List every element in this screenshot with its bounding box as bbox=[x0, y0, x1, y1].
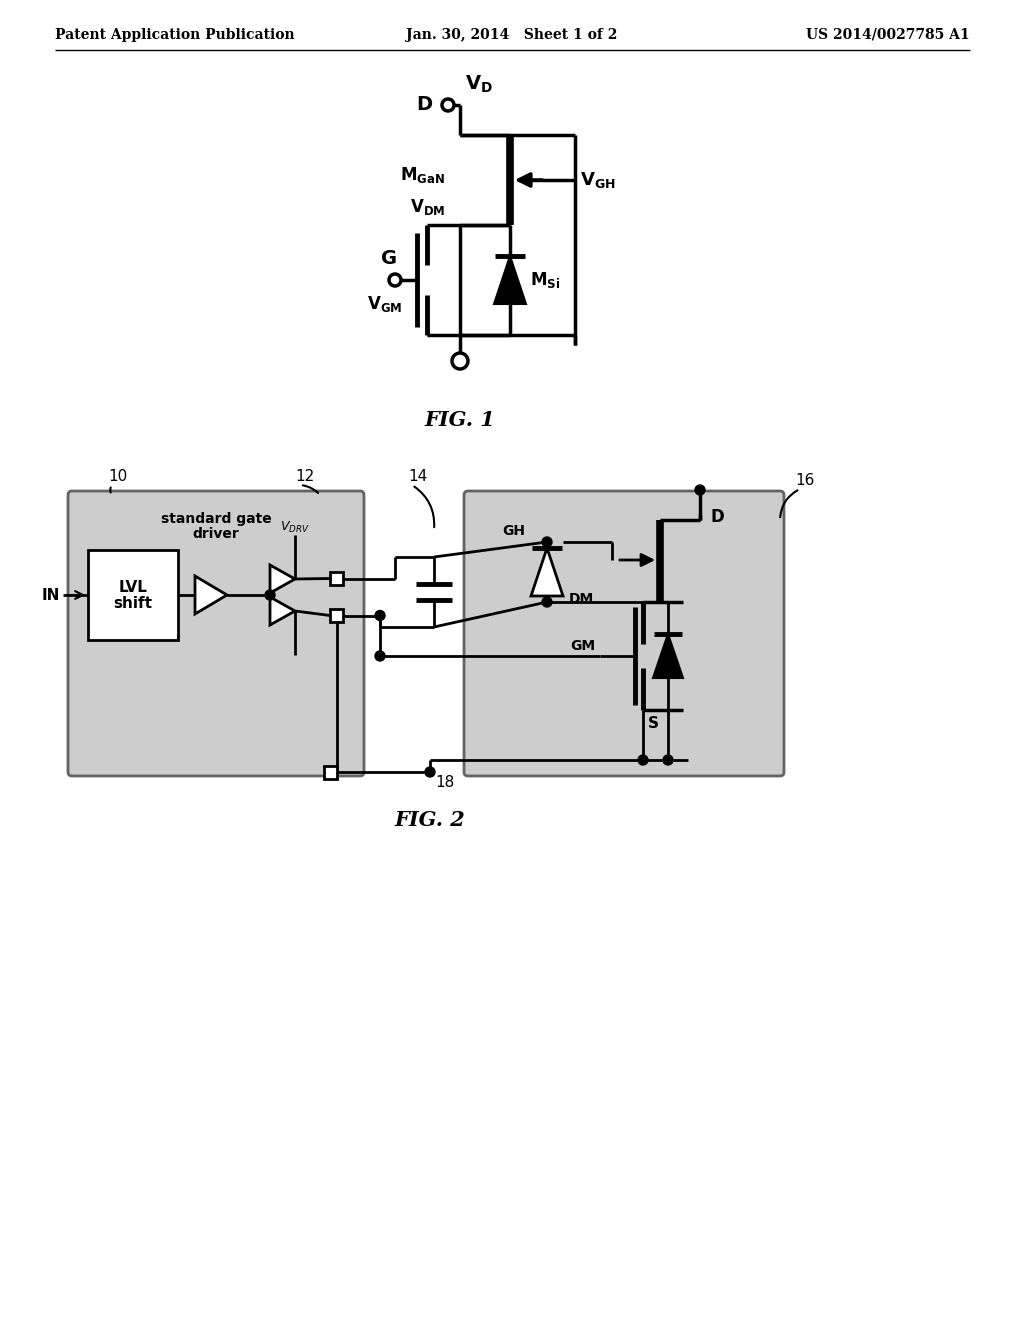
Polygon shape bbox=[270, 565, 295, 593]
Circle shape bbox=[452, 352, 468, 370]
Text: D: D bbox=[416, 95, 432, 115]
Text: $\mathbf{V_D}$: $\mathbf{V_D}$ bbox=[465, 74, 493, 95]
Circle shape bbox=[695, 484, 705, 495]
Text: IN: IN bbox=[42, 587, 60, 602]
Bar bbox=[88, 550, 178, 640]
Polygon shape bbox=[270, 597, 295, 624]
Circle shape bbox=[389, 275, 401, 286]
Circle shape bbox=[375, 610, 385, 620]
Circle shape bbox=[663, 755, 673, 766]
FancyBboxPatch shape bbox=[464, 491, 784, 776]
Text: D: D bbox=[710, 508, 724, 525]
Polygon shape bbox=[653, 634, 683, 678]
Circle shape bbox=[425, 767, 435, 777]
Text: DM: DM bbox=[569, 591, 594, 606]
Circle shape bbox=[442, 99, 454, 111]
Text: Jan. 30, 2014   Sheet 1 of 2: Jan. 30, 2014 Sheet 1 of 2 bbox=[407, 28, 617, 42]
Text: FIG. 2: FIG. 2 bbox=[394, 810, 465, 830]
Text: shift: shift bbox=[114, 595, 153, 610]
Text: 10: 10 bbox=[108, 469, 127, 484]
Text: G: G bbox=[381, 249, 397, 268]
FancyBboxPatch shape bbox=[68, 491, 364, 776]
Circle shape bbox=[265, 590, 275, 601]
Circle shape bbox=[542, 597, 552, 607]
Circle shape bbox=[375, 651, 385, 661]
Text: Patent Application Publication: Patent Application Publication bbox=[55, 28, 295, 42]
Text: FIG. 1: FIG. 1 bbox=[425, 411, 496, 430]
Text: S: S bbox=[648, 715, 659, 731]
Text: US 2014/0027785 A1: US 2014/0027785 A1 bbox=[806, 28, 970, 42]
Text: $V_{DRV}$: $V_{DRV}$ bbox=[280, 520, 310, 535]
Bar bbox=[330, 609, 343, 622]
Text: $\mathbf{M_{Si}}$: $\mathbf{M_{Si}}$ bbox=[530, 271, 560, 290]
Polygon shape bbox=[494, 256, 526, 304]
Text: $\mathbf{V_{GH}}$: $\mathbf{V_{GH}}$ bbox=[580, 170, 615, 190]
Bar bbox=[330, 572, 343, 585]
Polygon shape bbox=[195, 576, 227, 614]
Text: 12: 12 bbox=[295, 469, 314, 484]
Text: GH: GH bbox=[502, 524, 525, 539]
Text: 18: 18 bbox=[435, 775, 455, 789]
Text: 16: 16 bbox=[795, 473, 814, 488]
Text: LVL: LVL bbox=[119, 579, 147, 594]
Text: standard gate: standard gate bbox=[161, 512, 271, 525]
Circle shape bbox=[542, 537, 552, 546]
Text: $\mathbf{M_{GaN}}$: $\mathbf{M_{GaN}}$ bbox=[400, 165, 445, 185]
Bar bbox=[324, 766, 337, 779]
Text: $\mathbf{V_{DM}}$: $\mathbf{V_{DM}}$ bbox=[410, 197, 445, 216]
Text: $\mathbf{V_{GM}}$: $\mathbf{V_{GM}}$ bbox=[368, 294, 402, 314]
Text: GM: GM bbox=[570, 639, 595, 653]
Text: driver: driver bbox=[193, 527, 240, 541]
Text: 14: 14 bbox=[408, 469, 427, 484]
Circle shape bbox=[638, 755, 648, 766]
Polygon shape bbox=[531, 548, 563, 597]
